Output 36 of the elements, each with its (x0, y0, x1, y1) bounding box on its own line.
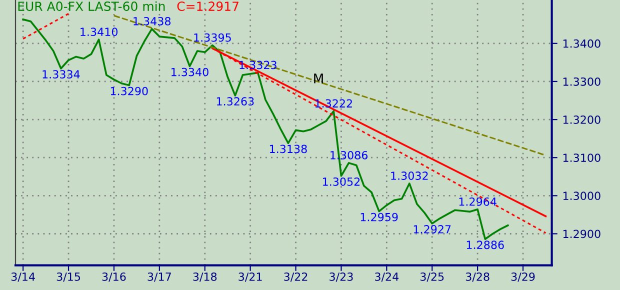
y-tick-label: 1.2900 (563, 230, 600, 238)
x-tick-label: 3/25 (420, 272, 444, 282)
annotation: 1.2959 (360, 212, 398, 222)
y-tick-label: 1.3100 (563, 154, 600, 162)
annotation: 1.3410 (80, 28, 118, 36)
x-tick-label: 3/28 (466, 272, 490, 282)
x-tick-label: 3/15 (56, 272, 80, 282)
annotation: 1.2927 (414, 225, 451, 234)
line-series (22, 18, 509, 240)
annotation: 1.3438 (134, 16, 171, 26)
x-tick-label: 3/17 (148, 272, 171, 282)
x-tick-label: 3/22 (284, 272, 308, 282)
x-tick-label: 3/23 (330, 272, 353, 282)
annotation: 1.3032 (391, 172, 428, 180)
annotation: 1.3334 (42, 70, 80, 79)
annotation: 1.2964 (459, 197, 496, 206)
x-tick-label: 3/21 (238, 272, 262, 282)
x-tick-label: 3/29 (511, 272, 535, 282)
annotation: 1.3340 (172, 68, 208, 76)
annotation: 1.3263 (216, 97, 254, 106)
annotation: 1.2886 (466, 240, 504, 250)
y-tick-label: 1.3000 (563, 192, 600, 200)
annotation: 1.3395 (194, 33, 231, 42)
y-tick-label: 1.3400 (563, 39, 600, 48)
chart-title: EUR A0-FX LAST-60 min (18, 1, 165, 12)
y-tick-label: 1.3300 (563, 77, 600, 86)
annotation: M (314, 74, 323, 84)
annotation: 1.3052 (323, 177, 360, 186)
annotation: 1.3290 (110, 86, 148, 96)
x-tick-label: 3/24 (375, 272, 399, 282)
x-tick-label: 3/18 (193, 272, 217, 282)
y-tick-label: 1.3200 (563, 116, 600, 124)
x-tick-label: 3/14 (11, 272, 35, 282)
x-tick-label: 3/16 (102, 272, 126, 282)
annotation: 1.3138 (270, 144, 307, 154)
chart-subtitle: C=1.2917 (177, 2, 238, 12)
